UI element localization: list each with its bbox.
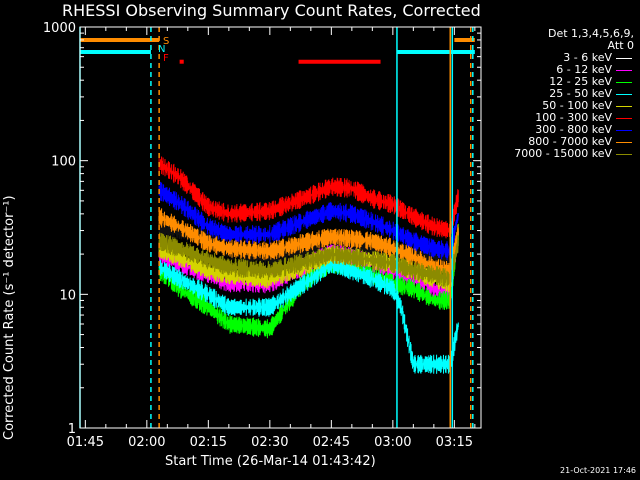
x-tick-label: 03:15 <box>436 435 473 450</box>
legend-entry: 6 - 12 keV <box>484 64 634 76</box>
legend-entry-label: 100 - 300 keV <box>535 111 612 124</box>
legend-swatch <box>616 118 632 119</box>
flag-letter-s: S <box>163 36 169 47</box>
series-line-3 <box>158 253 459 374</box>
legend-entry: 25 - 50 keV <box>484 88 634 100</box>
legend-swatch <box>616 130 632 131</box>
legend-swatch <box>616 82 632 83</box>
legend-header-line2: Att 0 <box>607 39 634 52</box>
legend-entry-label: 800 - 7000 keV <box>528 135 612 148</box>
legend-swatch <box>616 106 632 107</box>
x-tick-label: 03:00 <box>374 435 411 450</box>
legend-entry-label: 25 - 50 keV <box>549 87 612 100</box>
flag-letter-f: F <box>163 53 169 64</box>
legend: Det 1,3,4,5,6,9, Att 0 3 - 6 keV 6 - 12 k… <box>484 28 634 160</box>
legend-entry-label: 300 - 800 keV <box>535 123 612 136</box>
y-tick-label: 100 <box>51 155 76 170</box>
y-tick-label: 1 <box>68 422 76 437</box>
legend-entry: 7000 - 15000 keV <box>484 148 634 160</box>
chart-title: RHESSI Observing Summary Count Rates, Co… <box>62 1 481 20</box>
footer-date: 21-Oct-2021 17:46 <box>560 466 636 475</box>
legend-entry-label: 3 - 6 keV <box>563 51 612 64</box>
series-line-5 <box>158 155 459 239</box>
legend-entry-label: 12 - 25 keV <box>549 75 612 88</box>
x-tick-label: 02:15 <box>190 435 227 450</box>
y-axis-label: Corrected Count Rate (s⁻¹ detector⁻¹) <box>2 0 17 440</box>
legend-entry: 800 - 7000 keV <box>484 136 634 148</box>
legend-swatch <box>616 94 632 95</box>
legend-entry-label: 50 - 100 keV <box>542 99 612 112</box>
flag-letter-n: N <box>158 44 165 55</box>
legend-swatch <box>616 70 632 71</box>
legend-entry: 12 - 25 keV <box>484 76 634 88</box>
legend-swatch <box>616 154 632 155</box>
plot-frame <box>79 26 482 429</box>
series-line-8 <box>158 232 459 288</box>
legend-entry: 3 - 6 keV <box>484 52 634 64</box>
legend-header-line1: Det 1,3,4,5,6,9, <box>547 27 634 40</box>
x-axis-label: Start Time (26-Mar-14 01:43:42) <box>165 454 376 469</box>
legend-rows: 3 - 6 keV 6 - 12 keV 12 - 25 keV 25 - 50 ke… <box>484 52 634 160</box>
legend-entry-label: 7000 - 15000 keV <box>514 147 612 160</box>
y-axis-label-text: Corrected Count Rate (s⁻¹ detector⁻¹) <box>2 195 17 440</box>
legend-entry: 300 - 800 keV <box>484 124 634 136</box>
legend-entry-label: 6 - 12 keV <box>556 63 612 76</box>
series-line-7 <box>158 208 459 280</box>
x-tick-label: 02:00 <box>128 435 165 450</box>
legend-swatch <box>616 58 632 59</box>
y-tick-label: 1000 <box>43 21 76 36</box>
x-tick-label: 02:30 <box>251 435 288 450</box>
y-tick-label: 10 <box>59 288 76 303</box>
legend-entry: 50 - 100 keV <box>484 100 634 112</box>
x-tick-label: 02:45 <box>313 435 350 450</box>
legend-swatch <box>616 142 632 143</box>
x-tick-label: 01:45 <box>67 435 104 450</box>
series-line-6 <box>158 181 459 261</box>
legend-entry: 100 - 300 keV <box>484 112 634 124</box>
